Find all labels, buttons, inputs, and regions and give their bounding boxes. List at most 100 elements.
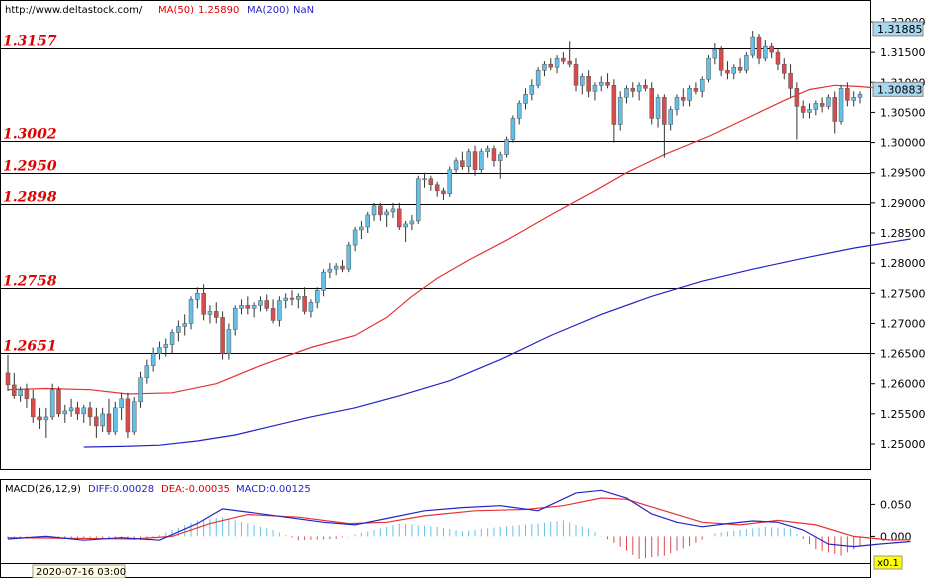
candle-body <box>397 208 402 228</box>
candle-up <box>138 371 143 408</box>
candle-up <box>277 296 282 327</box>
candle-down <box>24 383 30 408</box>
candle-down <box>434 181 440 197</box>
candle-down <box>264 294 270 312</box>
candle-body <box>308 302 314 312</box>
candle-down <box>12 372 17 399</box>
candle-up <box>207 305 213 324</box>
candle-body <box>119 398 124 409</box>
candle-body <box>113 407 118 433</box>
candle-body <box>131 401 137 433</box>
price-tick-label: 1.31500 <box>880 46 926 59</box>
candle-up <box>226 323 232 360</box>
candle-body <box>56 389 61 415</box>
price-tick-label: 1.28000 <box>880 257 926 270</box>
candle-body <box>214 311 219 318</box>
zoom-label[interactable]: x0.1 <box>877 558 899 569</box>
level-label: 1.2950 <box>3 159 57 175</box>
time-axis-frame <box>0 563 871 578</box>
candle-up <box>308 299 314 318</box>
candle-body <box>422 178 427 180</box>
candle-body <box>428 178 434 186</box>
candle-up <box>750 31 755 59</box>
candle-up <box>668 106 673 131</box>
candle-up <box>258 296 263 312</box>
candle-down <box>681 88 686 107</box>
candle-up <box>523 88 528 110</box>
candle-body <box>548 63 554 68</box>
candle-body <box>857 94 863 98</box>
ma50-line <box>7 84 911 395</box>
candle-up <box>851 91 856 107</box>
candle-body <box>756 36 762 59</box>
candle-body <box>725 69 730 74</box>
candle-down <box>573 58 579 92</box>
candle-up <box>188 296 194 330</box>
candle-down <box>548 58 554 71</box>
candle-body <box>718 48 724 71</box>
candle-down <box>441 187 446 200</box>
candle-down <box>397 202 402 230</box>
macd-value: MACD:0.00125 <box>236 484 311 495</box>
candle-up <box>479 148 484 173</box>
candle-body <box>580 76 585 86</box>
candle-up <box>485 145 490 158</box>
candle-down <box>94 407 99 438</box>
price-tick-label: 1.25000 <box>880 438 926 451</box>
candle-up <box>239 299 244 315</box>
candle-down <box>649 82 654 125</box>
candle-up <box>535 67 541 89</box>
candle-body <box>466 151 471 167</box>
price-tick-label: 1.27000 <box>880 317 926 330</box>
level-label: 1.3157 <box>3 34 57 50</box>
price-tick-label: 1.30000 <box>880 137 926 150</box>
level-label: 1.3002 <box>3 127 57 143</box>
candle-down <box>561 52 566 65</box>
candle-body <box>617 97 623 125</box>
candle-body <box>365 214 370 228</box>
candle-body <box>516 103 522 119</box>
candle-body <box>681 97 686 101</box>
candle-up <box>365 211 370 233</box>
candle-body <box>592 85 598 92</box>
candle-body <box>321 271 326 291</box>
candle-down <box>605 73 610 89</box>
candle-body <box>851 97 856 101</box>
candle-up <box>554 55 560 74</box>
price-tick-label: 1.26000 <box>880 378 926 391</box>
candle-body <box>630 88 636 92</box>
candle-up <box>371 202 377 221</box>
candle-down <box>586 70 591 98</box>
candle-body <box>636 85 642 92</box>
candle-body <box>788 72 793 89</box>
site-url[interactable]: http://www.deltastock.com/ <box>5 5 143 16</box>
candle-up <box>321 269 326 297</box>
candle-body <box>24 389 30 400</box>
candle-down <box>782 58 787 80</box>
level-labels: 1.3157 1.3002 1.2950 1.2898 1.2758 1.2651 <box>3 34 57 355</box>
candle-up <box>327 263 333 279</box>
candle-body <box>479 151 484 170</box>
candle-body <box>359 226 364 231</box>
candle-body <box>264 300 270 309</box>
candle-body <box>220 317 225 354</box>
candle-body <box>775 51 781 65</box>
candle-up <box>119 392 124 420</box>
price-axis: 1.320001.315001.310001.305001.300001.295… <box>870 16 926 451</box>
candle-body <box>598 82 604 86</box>
candle-up <box>195 287 200 309</box>
zoom-box[interactable] <box>873 555 903 570</box>
candle-down <box>737 58 743 74</box>
candle-body <box>144 365 150 378</box>
candle-up <box>636 82 642 101</box>
candle-body <box>378 205 383 216</box>
candle-down <box>775 49 781 71</box>
candle-body <box>182 323 187 327</box>
candle-down <box>718 46 724 77</box>
candle-up <box>422 172 427 188</box>
price-tick-label: 1.28500 <box>880 227 926 240</box>
candle-up <box>712 43 718 65</box>
macd-title: MACD(26,12,9) <box>5 484 81 495</box>
candle-body <box>409 220 415 225</box>
candle-up <box>283 293 288 309</box>
